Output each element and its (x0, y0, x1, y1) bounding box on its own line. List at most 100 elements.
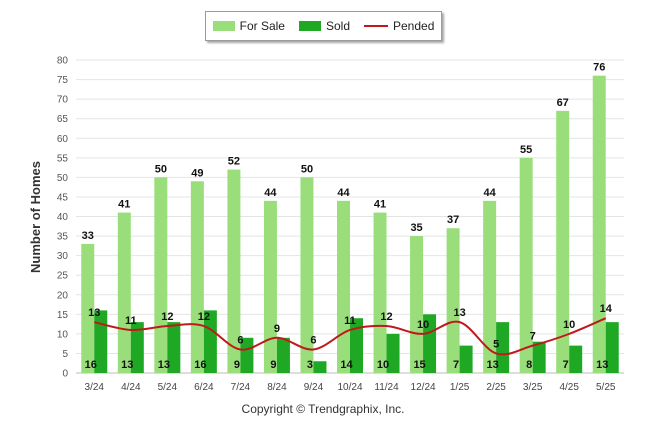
legend-item-for-sale: For Sale (212, 19, 285, 33)
data-label-for-sale: 44 (337, 187, 350, 199)
data-label-pended: 13 (453, 307, 465, 319)
bar-for-sale (81, 243, 95, 373)
data-label-sold: 10 (377, 359, 389, 371)
x-tick-label: 3/24 (85, 382, 105, 393)
bar-for-sale (117, 212, 131, 373)
x-tick-label: 4/25 (559, 382, 579, 393)
y-tick-label: 40 (57, 212, 69, 223)
data-label-sold: 9 (234, 359, 240, 371)
data-label-for-sale: 37 (447, 214, 459, 226)
x-tick-label: 11/24 (374, 382, 399, 393)
x-tick-label: 2/25 (486, 382, 506, 393)
legend-item-pended: Pended (364, 19, 434, 33)
bar-sold (605, 322, 619, 373)
legend-swatch-for-sale (212, 21, 235, 31)
y-tick-label: 80 (57, 56, 69, 67)
data-label-sold: 16 (194, 359, 206, 371)
bar-sold (276, 337, 290, 373)
y-tick-label: 75 (57, 75, 69, 86)
bar-sold (313, 361, 327, 373)
y-tick-labels: 0 5 10 15 20 25 30 35 40 45 50 55 60 65 70 75 80 (57, 56, 69, 380)
data-label-pended: 11 (344, 315, 356, 327)
data-labels: 33 16 41 13 50 13 49 16 52 9 44 9 50 3 44 14 41 10 35 15 37 7… (82, 62, 613, 371)
y-tick-label: 15 (57, 310, 69, 321)
data-label-pended: 6 (237, 335, 243, 347)
bar-sold (94, 310, 108, 373)
data-label-sold: 16 (85, 359, 97, 371)
y-tick-label: 5 (62, 349, 68, 360)
bar-sold (167, 322, 181, 373)
data-label-pended: 13 (88, 307, 100, 319)
data-label-for-sale: 50 (301, 163, 313, 175)
data-label-pended: 9 (274, 323, 280, 335)
bar-for-sale (154, 177, 168, 373)
y-tick-label: 60 (57, 134, 69, 145)
y-tick-label: 25 (57, 271, 69, 282)
x-tick-label: 10/24 (337, 382, 362, 393)
y-tick-label: 65 (57, 114, 69, 125)
legend-swatch-sold (298, 21, 321, 31)
data-label-sold: 15 (413, 359, 425, 371)
data-label-pended: 5 (493, 338, 499, 350)
y-tick-label: 55 (57, 153, 69, 164)
data-label-sold: 3 (307, 359, 313, 371)
bars (81, 75, 619, 374)
data-label-pended: 12 (198, 311, 210, 323)
bar-for-sale (556, 110, 570, 374)
data-label-for-sale: 41 (118, 199, 130, 211)
bar-for-sale (373, 212, 387, 373)
legend-label-sold: Sold (325, 19, 350, 33)
data-label-sold: 7 (563, 359, 569, 371)
bar-sold (532, 341, 546, 373)
y-tick-label: 70 (57, 95, 69, 106)
bar-for-sale (263, 200, 277, 373)
data-label-sold: 8 (526, 359, 532, 371)
bar-for-sale (446, 228, 460, 373)
legend: For Sale Sold Pended (205, 11, 442, 41)
y-tick-label: 20 (57, 290, 69, 301)
x-tick-label: 7/24 (231, 382, 251, 393)
bar-sold (459, 345, 473, 373)
bar-sold (130, 322, 144, 373)
y-tick-label: 30 (57, 251, 69, 262)
data-label-sold: 13 (487, 359, 499, 371)
y-tick-label: 10 (57, 329, 69, 340)
data-label-for-sale: 52 (228, 156, 240, 168)
bar-sold (240, 337, 254, 373)
x-tick-label: 8/24 (267, 382, 287, 393)
data-label-pended: 14 (600, 303, 613, 315)
y-axis-label: Number of Homes (28, 161, 43, 273)
pended-line (94, 317, 607, 356)
legend-swatch-pended (364, 25, 388, 27)
data-label-pended: 7 (530, 331, 536, 343)
x-tick-label: 1/25 (450, 382, 470, 393)
bar-for-sale (592, 75, 606, 374)
data-label-for-sale: 67 (557, 97, 569, 109)
data-label-sold: 7 (453, 359, 459, 371)
bar-sold (569, 345, 583, 373)
x-tick-labels: 3/24 4/24 5/24 6/24 7/24 8/24 9/24 10/24 11/24 12… (85, 382, 616, 393)
y-tick-label: 0 (62, 369, 68, 380)
bar-for-sale (227, 169, 241, 373)
data-label-for-sale: 76 (593, 62, 605, 74)
data-label-pended: 11 (125, 315, 137, 327)
bar-for-sale (410, 236, 424, 373)
bar-for-sale (190, 181, 204, 373)
data-label-pended: 12 (380, 311, 392, 323)
data-label-for-sale: 41 (374, 199, 386, 211)
data-label-for-sale: 55 (520, 144, 532, 156)
y-tick-label: 35 (57, 232, 69, 243)
pended-series-line (94, 317, 607, 356)
data-label-sold: 13 (121, 359, 133, 371)
copyright-text: Copyright © Trendgraphix, Inc. (241, 402, 405, 416)
data-label-sold: 13 (158, 359, 170, 371)
data-label-for-sale: 50 (155, 163, 167, 175)
data-label-pended: 12 (161, 311, 173, 323)
data-label-sold: 14 (340, 359, 353, 371)
bar-sold (423, 314, 437, 373)
bar-sold (350, 318, 363, 373)
data-label-sold: 13 (596, 359, 608, 371)
bar-sold (386, 333, 400, 373)
data-label-sold: 9 (270, 359, 276, 371)
